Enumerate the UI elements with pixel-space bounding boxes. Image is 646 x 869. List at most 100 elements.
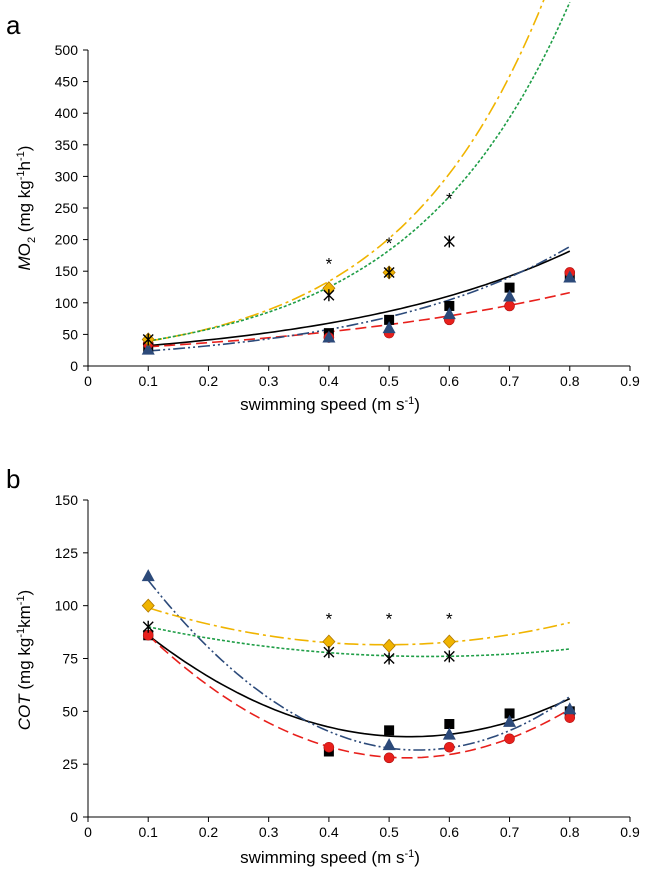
data-point-diamond	[382, 638, 396, 653]
significance-asterisk: *	[386, 609, 393, 628]
data-point-triangle	[141, 569, 155, 582]
x-tick-label: 0.3	[259, 373, 279, 389]
data-point-triangle	[563, 270, 577, 283]
y-tick-label: 200	[55, 232, 79, 248]
fit-line-x-star	[148, 626, 570, 658]
data-point-circle	[383, 752, 395, 764]
y-tick-label: 250	[55, 200, 79, 216]
x-tick-label: 0.1	[138, 824, 158, 840]
panel-a: a 0 0.1 0.2 0.3 0.4 0.5 0.6 0.7 0.8 0.9 0 50 100 150 2…	[6, 0, 640, 414]
panel-b-annotations: * * *	[326, 609, 453, 628]
x-tick-label: 0.5	[379, 373, 399, 389]
panel-a-tick-labels: 0 0.1 0.2 0.3 0.4 0.5 0.6 0.7 0.8 0.9 0 50 100 150 200…	[55, 42, 640, 389]
y-tick-label: 500	[55, 42, 79, 58]
significance-asterisk: *	[326, 255, 333, 274]
x-tick-label: 0.3	[259, 824, 279, 840]
data-point-square	[384, 314, 395, 325]
data-point-triangle	[503, 714, 517, 727]
fit-line-circle	[147, 634, 571, 759]
significance-asterisk: *	[386, 234, 393, 253]
fit-line-triangle	[148, 245, 571, 352]
y-tick-label: 150	[55, 492, 79, 508]
data-point-circle	[323, 741, 335, 753]
y-tick-label: 75	[62, 651, 78, 667]
panel-b-tick-labels: 0 0.1 0.2 0.3 0.4 0.5 0.6 0.7 0.8 0.9 0 25 50 75 100 12…	[55, 492, 640, 840]
data-point-x-star	[323, 646, 335, 659]
x-tick-label: 0.8	[560, 373, 580, 389]
data-point-square	[504, 282, 515, 293]
panel-a-markers	[141, 235, 577, 355]
x-tick-label: 0.4	[319, 373, 339, 389]
panel-b-x-axis-label: swimming speed (m s-1)	[240, 848, 420, 867]
y-tick-label: 125	[55, 545, 79, 561]
y-tick-label: 150	[55, 263, 79, 279]
data-point-diamond	[141, 598, 155, 613]
y-tick-label: 100	[55, 295, 79, 311]
y-tick-label: 50	[62, 703, 78, 719]
data-point-x-star	[142, 333, 154, 346]
y-tick-label: 300	[55, 168, 79, 184]
panel-a-y-axis-label: MO2 (mg kg-1h-1)	[15, 146, 38, 271]
data-point-triangle	[563, 702, 577, 715]
data-point-x-star	[443, 650, 455, 663]
data-point-square	[384, 725, 395, 736]
panel-b: b 0 0.1 0.2 0.3 0.4 0.5 0.6 0.7 0.8 0.9 0 25 50 75 100…	[6, 464, 640, 867]
x-tick-label: 0.9	[620, 373, 640, 389]
x-tick-label: 0.7	[500, 373, 520, 389]
x-tick-label: 0.6	[440, 824, 460, 840]
y-tick-label: 50	[62, 326, 78, 342]
data-point-triangle	[382, 738, 396, 751]
y-tick-label: 0	[70, 358, 78, 374]
x-tick-label: 0.1	[138, 373, 158, 389]
data-point-triangle	[322, 330, 336, 343]
panel-a-label: a	[6, 10, 21, 40]
data-point-x-star	[443, 235, 455, 248]
fit-line-square	[147, 634, 571, 738]
data-point-diamond	[322, 634, 336, 649]
fit-line-square	[148, 250, 571, 347]
fit-line-triangle	[147, 579, 571, 751]
data-point-square	[444, 300, 455, 311]
fit-line-circle	[148, 291, 570, 348]
data-point-triangle	[141, 342, 155, 355]
panel-a-annotations: * * *	[326, 190, 453, 274]
x-tick-label: 0.9	[620, 824, 640, 840]
x-tick-label: 0.2	[199, 824, 219, 840]
x-tick-label: 0.5	[379, 824, 399, 840]
data-point-triangle	[442, 727, 456, 740]
x-tick-label: 0	[84, 824, 92, 840]
y-tick-label: 100	[55, 598, 79, 614]
significance-asterisk: *	[326, 609, 333, 628]
y-tick-label: 400	[55, 105, 79, 121]
x-tick-label: 0.2	[199, 373, 219, 389]
fit-line-x-star	[148, 1, 571, 342]
data-point-triangle	[503, 289, 517, 302]
data-point-circle	[504, 733, 515, 745]
data-point-circle	[444, 741, 455, 753]
x-tick-label: 0.6	[440, 373, 460, 389]
fit-line-diamond	[148, 0, 545, 342]
x-tick-label: 0	[84, 373, 92, 389]
panel-a-fit-lines	[148, 0, 571, 352]
significance-asterisk: *	[446, 190, 453, 209]
data-point-x-star	[383, 652, 395, 665]
panel-a-x-axis-label: swimming speed (m s-1)	[240, 395, 420, 414]
data-point-triangle	[442, 307, 456, 320]
data-point-triangle	[382, 321, 396, 334]
panel-b-label: b	[6, 464, 20, 494]
panel-b-y-axis-label: COT (mg kg-1km-1)	[15, 590, 34, 730]
fit-line-diamond	[147, 607, 570, 646]
y-tick-label: 25	[62, 756, 78, 772]
x-tick-label: 0.7	[500, 824, 520, 840]
data-point-circle	[504, 300, 515, 312]
data-point-square	[444, 719, 455, 730]
data-point-x-star	[383, 266, 395, 279]
x-tick-label: 0.4	[319, 824, 339, 840]
y-tick-label: 450	[55, 74, 79, 90]
data-point-diamond	[442, 634, 456, 649]
x-tick-label: 0.8	[560, 824, 580, 840]
significance-asterisk: *	[446, 609, 453, 628]
panel-b-fit-lines	[147, 579, 571, 759]
data-point-x-star	[142, 620, 154, 633]
